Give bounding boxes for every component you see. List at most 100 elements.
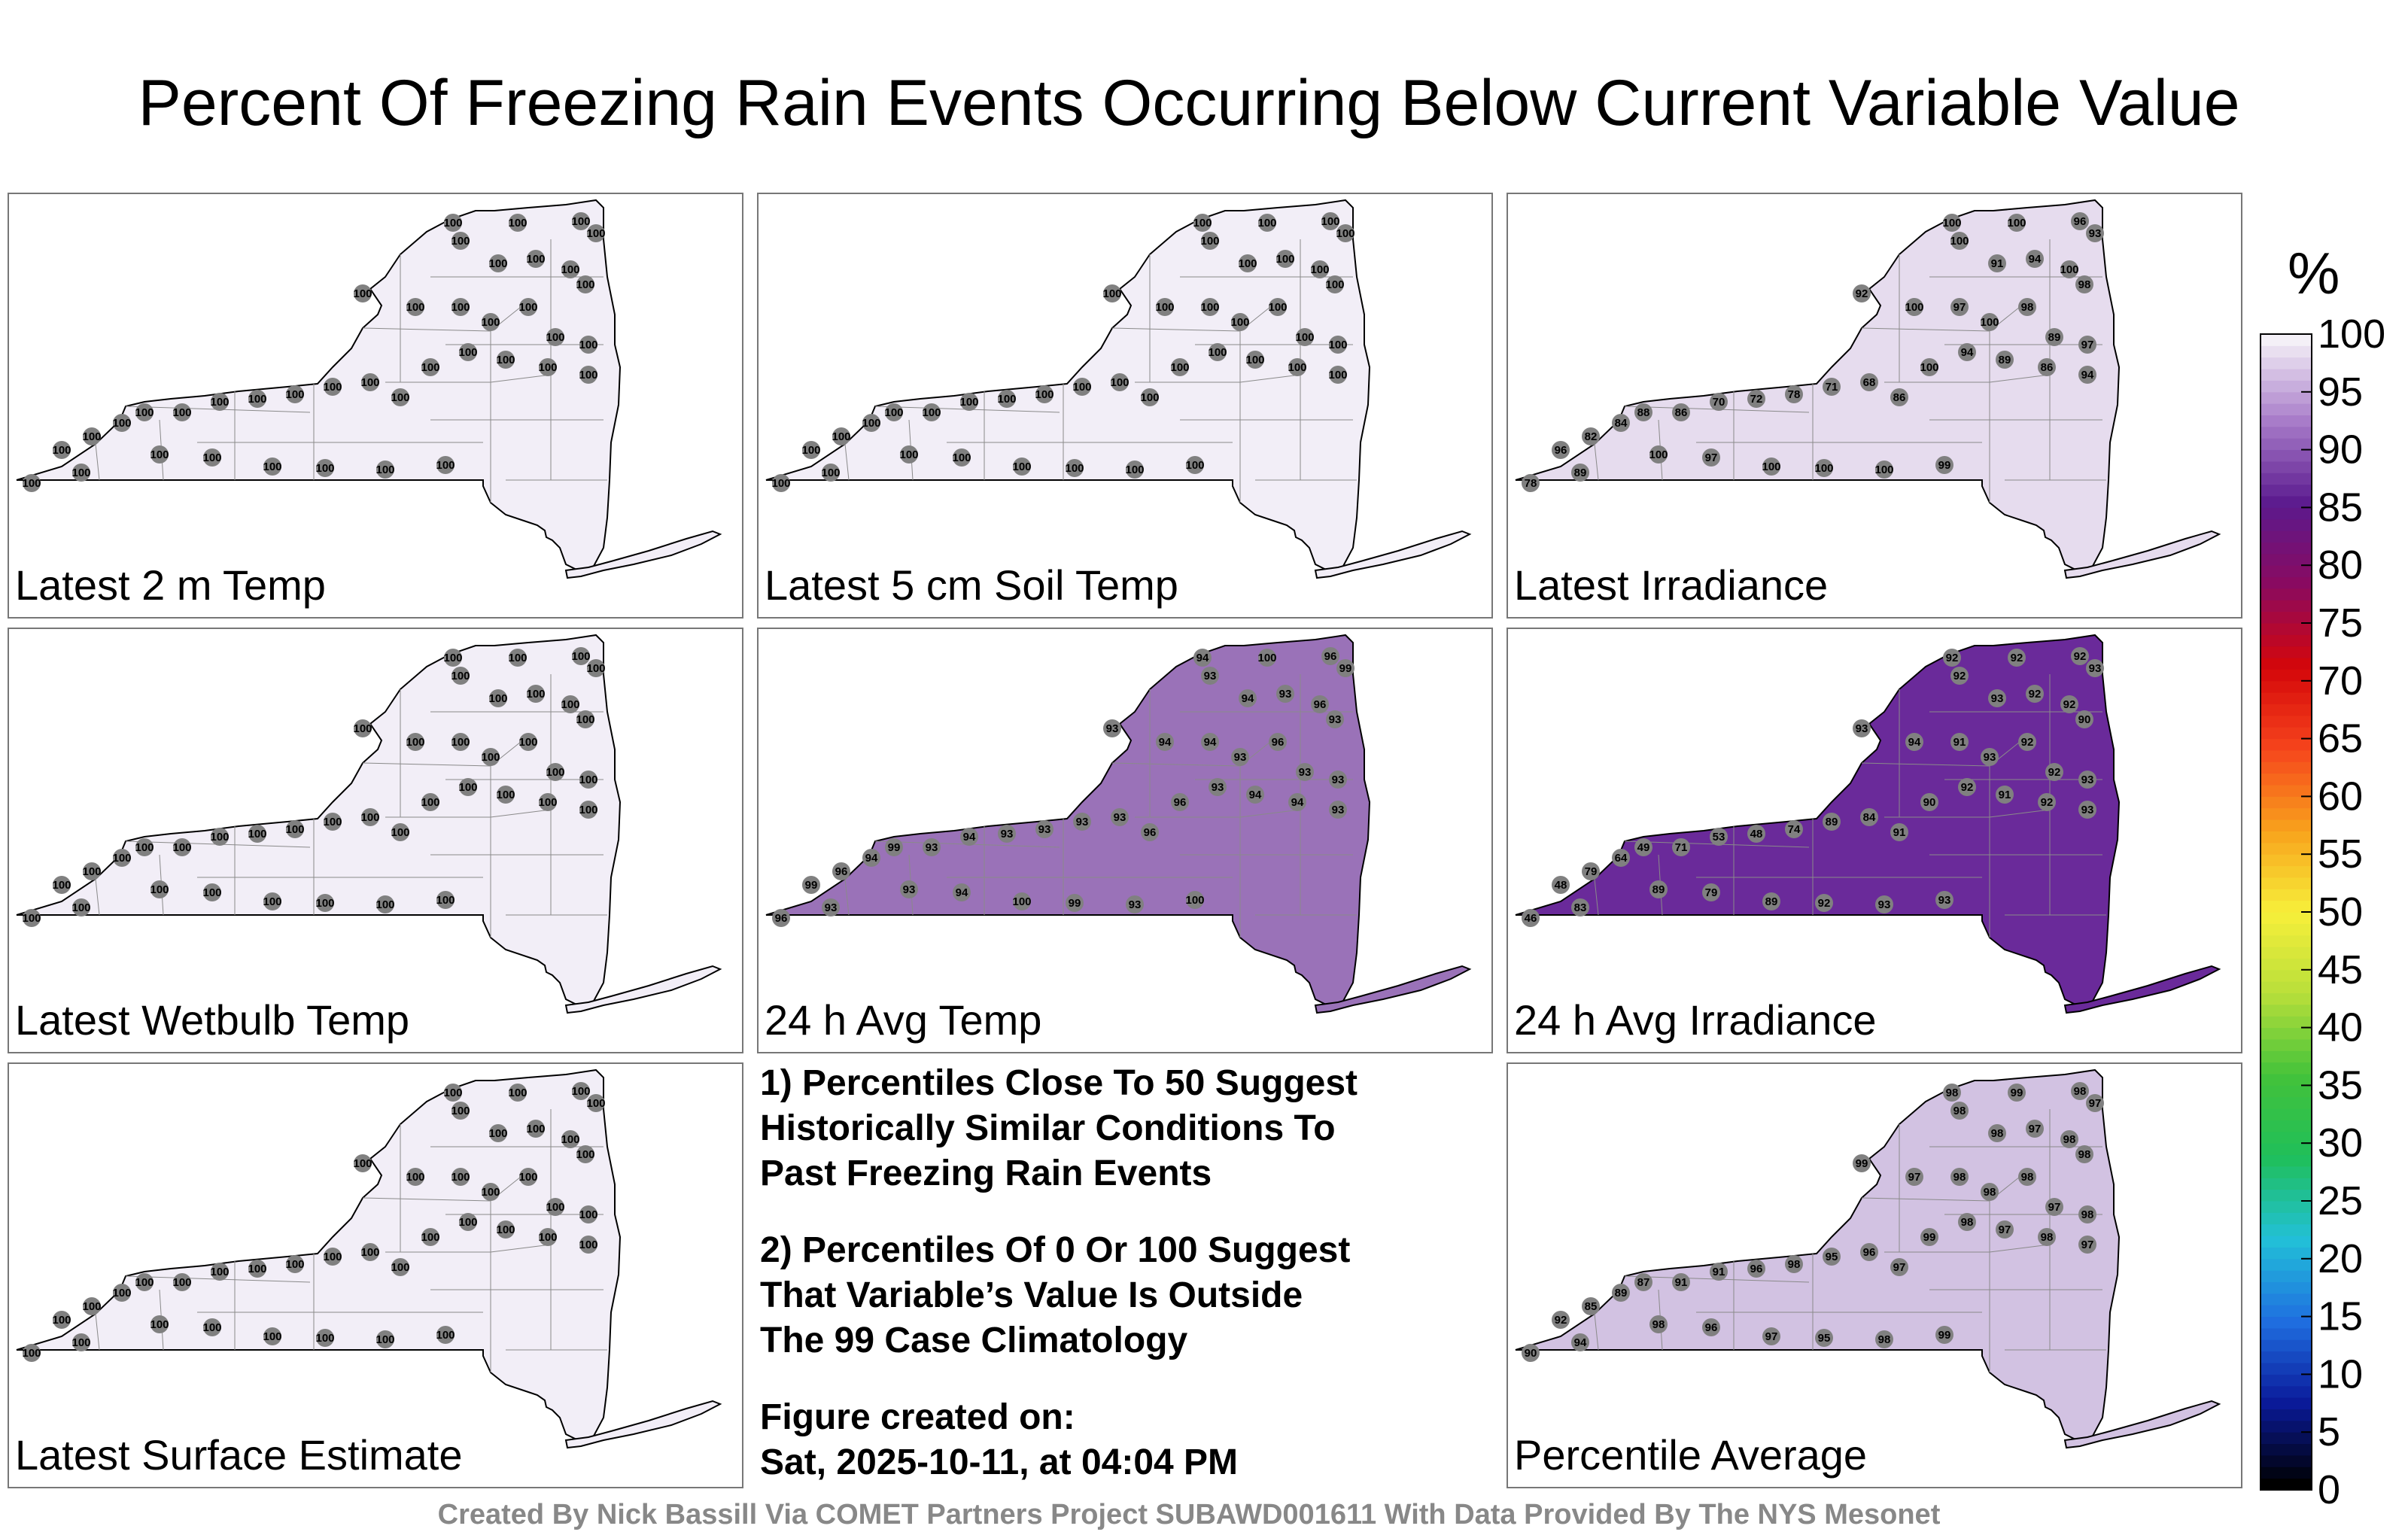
colorbar-segment [2261,1409,2312,1421]
station-value: 100 [586,1097,605,1110]
station-marker: 93 [1035,820,1054,838]
station-dot [2071,647,2089,665]
note-line: The 99 Case Climatology [760,1321,1188,1360]
station-marker: 71 [1823,378,1841,396]
station-marker: 86 [1890,388,1908,406]
station-value: 100 [508,217,527,229]
station-marker: 96 [772,909,790,927]
station-value: 100 [285,1258,304,1271]
station-value: 100 [518,736,537,749]
map-panel: 100 100 100 100 100 100 100 100 100 100 100 100 100 1… [8,193,743,619]
map-panel: 100 100 100 100 100 100 100 100 100 100 100 100 100 1… [8,628,743,1053]
station-dot [953,448,971,467]
station-dot [436,1326,455,1344]
station-value: 93 [2089,227,2102,240]
station-marker: 46 [1522,909,1540,927]
station-value: 96 [1324,650,1337,663]
station-value: 100 [1950,235,1969,248]
colorbar-label: 45 [2318,947,2363,992]
colorbar-label: 35 [2318,1062,2363,1108]
county-border [95,1313,100,1351]
panel-label: Latest Irradiance [1514,561,1829,609]
colorbar-label: 0 [2318,1467,2340,1512]
colorbar-segment [2261,1096,2312,1109]
station-value: 92 [1555,1314,1567,1327]
station-marker: 100 [884,403,904,421]
colorbar-label: 90 [2318,427,2363,473]
station-value: 100 [518,301,537,314]
station-value: 93 [903,883,916,896]
station-value: 100 [71,901,90,914]
colorbar-segment [2261,1189,2312,1202]
station-value: 100 [959,396,978,409]
station-marker: 97 [2026,1120,2044,1138]
station-marker: 100 [922,403,941,421]
station-dot [1288,793,1306,811]
station-value: 100 [821,467,840,479]
colorbar-segment [2261,1062,2312,1074]
station-value: 98 [1953,1105,1966,1117]
station-marker: 100 [71,464,91,482]
station-value: 96 [1272,736,1285,749]
station-dot [1013,457,1031,476]
station-dot [2018,1168,2036,1186]
station-marker: 93 [1073,813,1091,831]
station-marker: 100 [210,393,230,411]
station-value: 94 [963,831,976,843]
station-marker: 100 [210,828,230,846]
colorbar-segment [2261,1120,2312,1132]
colorbar-segment [2261,1247,2312,1260]
station-dot [802,441,820,459]
station-marker: 100 [832,427,851,445]
station-marker: 100 [1814,459,1834,477]
station-dot [1141,823,1159,841]
station-dot [1522,909,1540,927]
station-marker: 100 [451,1102,470,1120]
station-dot [286,1255,304,1273]
station-dot [263,892,281,910]
station-dot [1201,232,1219,250]
station-dot [1860,1243,1878,1261]
map-panel: 100 100 100 100 100 100 100 100 100 100 100 100 100 1… [757,193,1493,619]
station-dot [1276,685,1294,703]
station-dot [1890,823,1908,841]
county-border [95,443,100,481]
station-value: 100 [285,388,304,401]
station-dot [2008,1084,2026,1102]
station-marker: 88 [1634,403,1652,421]
colorbar-segment [2261,796,2312,809]
station-dot [2038,793,2056,811]
colorbar-segment [2261,889,2312,901]
station-value: 93 [1234,751,1247,764]
state-outline [1515,199,2121,573]
station-value: 93 [926,841,938,854]
station-value: 100 [508,1087,527,1099]
station-value: 100 [285,823,304,836]
long-island-outline [2063,530,2221,579]
station-dot [1612,1284,1630,1302]
station-marker: 89 [1649,880,1668,898]
station-value: 48 [1750,828,1763,840]
station-dot [2008,649,2026,667]
station-dot [211,828,229,846]
panel-label: Latest Surface Estimate [15,1431,463,1479]
station-value: 100 [1035,388,1054,401]
station-dot [2078,366,2096,384]
station-value: 100 [571,650,590,663]
panel-label: Percentile Average [1514,1431,1868,1479]
station-marker: 100 [202,1318,222,1336]
station-value: 100 [571,215,590,228]
station-dot [832,427,850,445]
station-marker: 72 [1747,390,1765,408]
colorbar-segment [2261,1108,2312,1120]
colorbar-segment [2261,900,2312,913]
station-dot [579,771,597,789]
station-value: 100 [1295,331,1314,344]
station-value: 100 [481,316,500,329]
station-value: 100 [1125,464,1144,476]
station-dot [113,414,131,432]
station-value: 78 [1788,388,1801,401]
station-dot [1943,649,1961,667]
